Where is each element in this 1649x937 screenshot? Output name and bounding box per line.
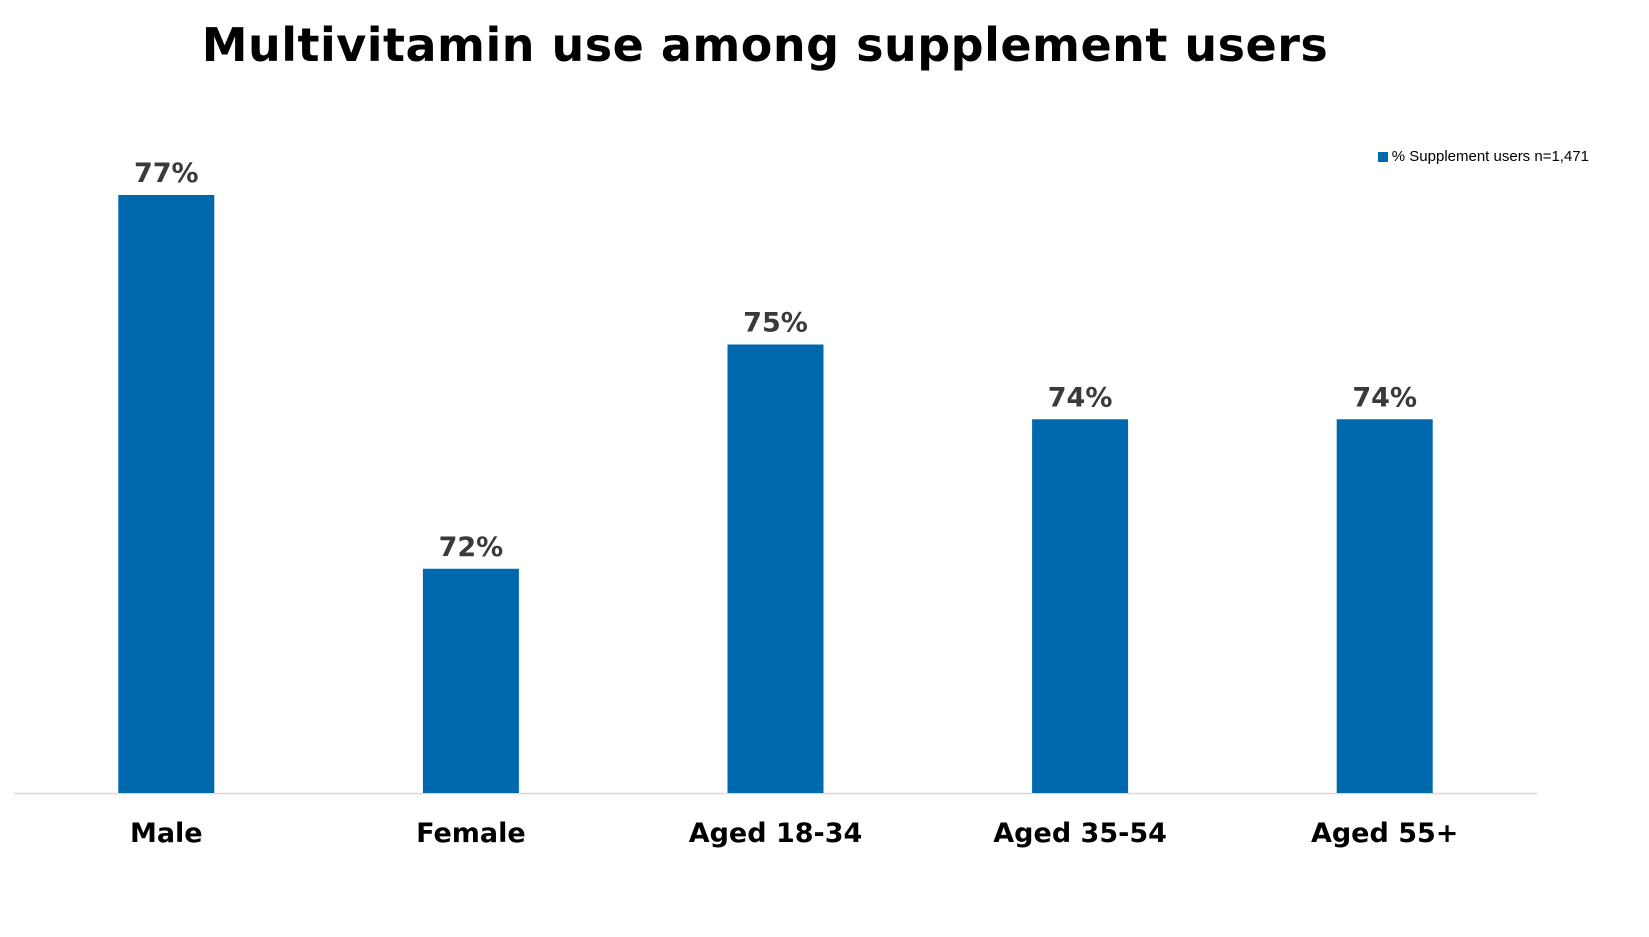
bar-female [422, 568, 519, 793]
x-tick-label: Male [130, 818, 203, 849]
legend-label: % Supplement users n=1,471 [1391, 148, 1589, 165]
data-label: 74% [1352, 382, 1417, 413]
bar-male [118, 195, 215, 793]
bar-aged-55- [1336, 419, 1433, 793]
data-label: 75% [743, 308, 808, 339]
legend-swatch [1377, 151, 1388, 162]
x-tick-label: Aged 55+ [1311, 818, 1458, 849]
bar-aged-18-34 [727, 344, 824, 793]
bar-aged-35-54 [1032, 419, 1129, 793]
data-label: 72% [439, 532, 504, 563]
chart-legend: % Supplement users n=1,471 [1377, 148, 1589, 165]
data-label: 74% [1048, 382, 1113, 413]
x-tick-label: Female [416, 818, 526, 849]
x-tick-label: Aged 35-54 [993, 818, 1167, 849]
chart-title: Multivitamin use among supplement users [201, 18, 1329, 72]
data-label: 77% [134, 158, 199, 189]
x-tick-label: Aged 18-34 [689, 818, 863, 849]
